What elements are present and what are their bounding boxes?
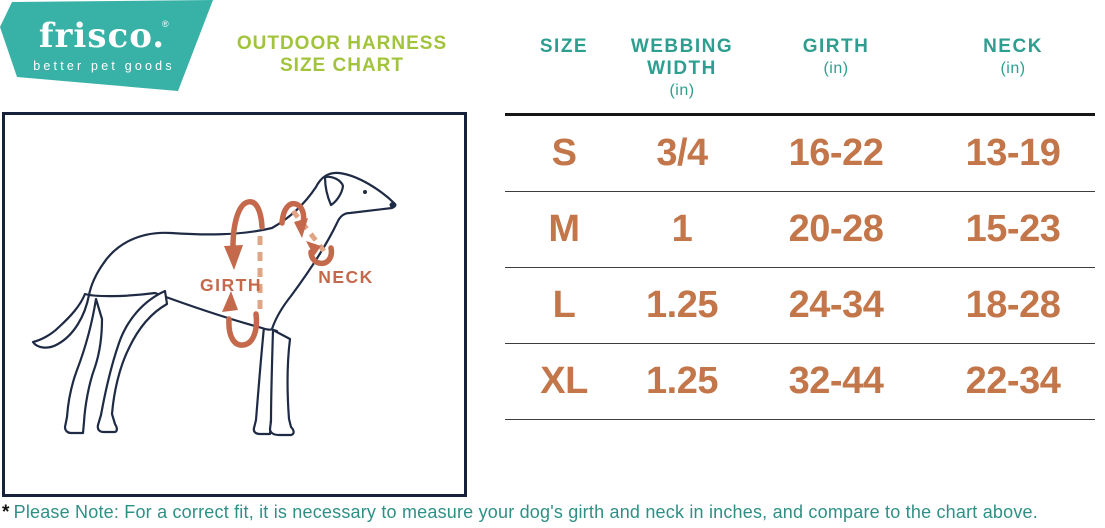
cell-neck: 13-19 (965, 132, 1061, 174)
title-line-1: OUTDOOR HARNESS (236, 33, 448, 54)
dog-near-front-leg (268, 328, 295, 437)
dog-near-hind-leg (96, 289, 169, 434)
dog-far-hind-leg (63, 297, 104, 435)
cell-webbing: 1.25 (646, 284, 718, 326)
measurement-diagram: GIRTH NECK (2, 112, 467, 497)
header-size: SIZE (539, 36, 589, 57)
size-table-header: SIZE WEBBING WIDTH (in) GIRTH (in) NECK … (505, 36, 1095, 101)
footnote: * Please Note: For a correct fit, it is n… (2, 502, 1105, 524)
girth-arrow-up-icon (222, 291, 238, 312)
cell-size: M (548, 208, 580, 250)
logo-trademark: ® (162, 19, 169, 29)
dog-eye (363, 190, 367, 194)
logo-banner-shape (0, 0, 213, 91)
table-row-xl: XL 1.25 32-44 22-34 (505, 344, 1095, 420)
cell-neck: 22-34 (965, 360, 1061, 402)
table-row-l: L 1.25 24-34 18-28 (505, 268, 1095, 344)
neck-label: NECK (318, 267, 374, 287)
girth-loop-bottom-arc (226, 311, 260, 348)
logo-wordmark: frisco. (39, 16, 165, 56)
dog-ear (323, 175, 345, 207)
cell-webbing: 3/4 (656, 132, 708, 174)
page-title: OUTDOOR HARNESS SIZE CHART (228, 33, 456, 77)
header-neck: NECK (in) (983, 36, 1043, 77)
header-girth: GIRTH (in) (802, 36, 870, 77)
cell-size: XL (540, 360, 588, 402)
dog-nose (389, 202, 397, 208)
cell-neck: 15-23 (965, 208, 1061, 250)
neck-loop-bottom-arc (308, 245, 335, 267)
size-table-body: S 3/4 16-22 13-19 M 1 20-28 15-23 L 1.25… (505, 113, 1095, 420)
cell-webbing: 1.25 (646, 360, 718, 402)
cell-girth: 16-22 (788, 132, 884, 174)
footnote-asterisk: * (2, 502, 10, 523)
title-line-2: SIZE CHART (280, 55, 404, 76)
cell-neck: 18-28 (965, 284, 1061, 326)
neck-loop-top-arc (279, 200, 307, 226)
dog-body-outline (31, 171, 396, 349)
cell-girth: 32-44 (788, 360, 884, 402)
girth-loop-top-arc (230, 199, 265, 250)
girth-label: GIRTH (200, 275, 262, 295)
cell-size: S (551, 132, 577, 174)
neck-arrow-down-icon (294, 218, 308, 238)
table-row-s: S 3/4 16-22 13-19 (505, 116, 1095, 192)
cell-girth: 20-28 (788, 208, 884, 250)
cell-size: L (552, 284, 576, 326)
logo-tagline: better pet goods (33, 59, 175, 73)
girth-arrow-down-icon (224, 245, 243, 270)
dog-illustration: GIRTH NECK (31, 171, 397, 437)
cell-girth: 24-34 (788, 284, 884, 326)
table-row-m: M 1 20-28 15-23 (505, 192, 1095, 268)
cell-webbing: 1 (671, 208, 693, 250)
footnote-text: Please Note: For a correct fit, it is ne… (13, 502, 1038, 522)
frisco-logo: frisco. ® better pet goods (0, 0, 213, 91)
header-webbing-width: WEBBING WIDTH (in) (630, 36, 734, 99)
neck-arrow-up-icon (306, 241, 321, 256)
